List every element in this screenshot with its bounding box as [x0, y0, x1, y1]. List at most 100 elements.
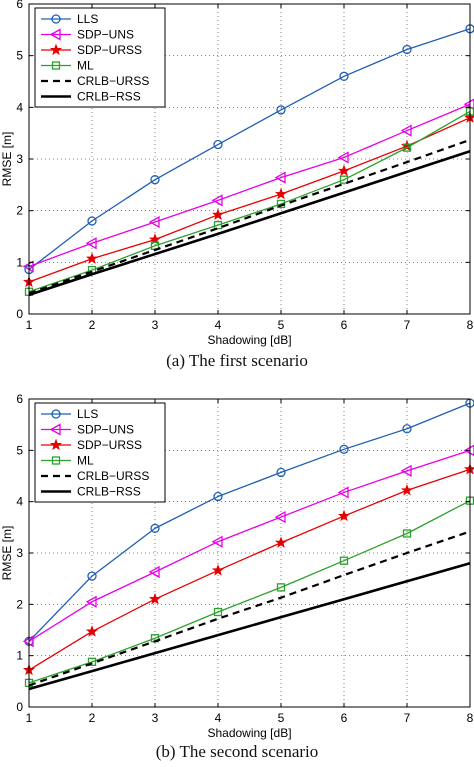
- legend-label-sdp-uns: SDP−UNS: [77, 28, 134, 42]
- legend-label-crlb-rss: CRLB−RSS: [77, 485, 141, 499]
- legend-marker-sdp-uns: [49, 28, 61, 41]
- data-point-sdp-urss: [211, 208, 225, 220]
- y-tick-label: 4: [16, 100, 23, 114]
- data-point-ml: [213, 607, 223, 617]
- data-point-sdp-urss: [274, 187, 288, 200]
- legend-marker-lls: [51, 14, 61, 24]
- series-line-ml: [28, 110, 471, 293]
- x-tick-label: 8: [467, 711, 474, 725]
- legend-label-sdp-urss: SDP−URSS: [77, 43, 142, 57]
- y-tick-label: 4: [16, 495, 23, 509]
- x-axis-label: Shadowing [dB]: [207, 726, 291, 740]
- x-axis-label: Shadowing [dB]: [207, 333, 291, 347]
- series-line-sdp-uns: [28, 449, 471, 642]
- data-point-lls: [276, 467, 286, 478]
- data-point-sdp-urss: [148, 592, 162, 605]
- x-tick-label: 2: [89, 711, 96, 725]
- legend-label-ml: ML: [77, 59, 94, 73]
- y-tick-label: 1: [16, 649, 23, 663]
- y-tick-label: 2: [16, 597, 23, 611]
- data-point-sdp-urss: [400, 484, 414, 496]
- data-point-sdp-uns: [337, 151, 349, 164]
- legend-box: [34, 7, 166, 108]
- series-line-sdp-urss: [28, 468, 471, 671]
- data-point-ml: [339, 175, 349, 184]
- data-point-sdp-uns: [85, 237, 97, 250]
- series-line-crlb-rss: [28, 150, 471, 297]
- legend-label-crlb-urss: CRLB−URSS: [77, 469, 149, 483]
- series-line-ml: [28, 500, 471, 684]
- legend-label-sdp-urss: SDP−URSS: [77, 438, 142, 452]
- data-point-lls: [213, 139, 223, 150]
- data-point-lls: [402, 44, 412, 55]
- data-point-sdp-urss: [85, 252, 99, 264]
- data-point-lls: [87, 216, 97, 226]
- y-tick-label: 0: [16, 307, 23, 321]
- x-tick-label: 1: [26, 711, 33, 725]
- legend-marker-ml: [51, 61, 61, 70]
- data-point-sdp-urss: [85, 625, 99, 637]
- data-point-sdp-uns: [400, 464, 412, 477]
- y-tick-label: 3: [16, 152, 23, 166]
- data-point-sdp-uns: [274, 510, 286, 524]
- data-point-sdp-uns: [148, 565, 160, 579]
- x-tick-label: 5: [278, 318, 285, 332]
- data-point-ml: [339, 556, 349, 565]
- caption-first-scenario: (a) The first scenario: [166, 351, 308, 370]
- data-point-lls: [213, 491, 223, 502]
- data-point-sdp-urss: [274, 536, 288, 548]
- legend-marker-ml: [51, 456, 61, 465]
- legend-box: [34, 402, 166, 503]
- data-point-sdp-uns: [337, 486, 349, 499]
- data-point-sdp-urss: [211, 564, 225, 576]
- data-point-ml: [402, 143, 412, 152]
- legend-marker-sdp-urss: [49, 438, 63, 451]
- data-point-ml: [213, 220, 223, 230]
- y-axis-label: RMSE [m]: [0, 132, 14, 187]
- series-line-crlb-urss: [28, 530, 471, 687]
- data-point-lls: [339, 444, 349, 454]
- x-tick-label: 7: [404, 711, 411, 725]
- y-tick-label: 5: [16, 49, 23, 63]
- data-point-ml: [87, 657, 97, 666]
- legend-label-crlb-rss: CRLB−RSS: [77, 90, 141, 104]
- series-line-crlb-rss: [28, 562, 471, 691]
- data-point-sdp-uns: [148, 215, 160, 229]
- x-tick-label: 4: [215, 318, 222, 332]
- x-tick-label: 6: [341, 711, 348, 725]
- legend-marker-sdp-urss: [49, 43, 63, 56]
- x-tick-label: 3: [152, 711, 159, 725]
- x-tick-label: 2: [89, 318, 96, 332]
- series-line-crlb-urss: [28, 138, 471, 295]
- legend-marker-sdp-uns: [49, 423, 61, 436]
- x-tick-label: 5: [278, 711, 285, 725]
- legend-label-lls: LLS: [77, 407, 98, 421]
- series-line-sdp-urss: [28, 117, 471, 283]
- data-point-lls: [150, 175, 160, 185]
- caption-second-scenario: (b) The second scenario: [155, 742, 319, 761]
- data-point-sdp-uns: [211, 194, 223, 207]
- data-point-ml: [276, 583, 286, 592]
- y-tick-label: 6: [16, 0, 23, 11]
- x-tick-label: 7: [404, 318, 411, 332]
- x-tick-label: 6: [341, 318, 348, 332]
- x-tick-label: 4: [215, 711, 222, 725]
- data-point-ml: [402, 529, 412, 538]
- y-tick-label: 0: [16, 700, 23, 714]
- data-point-sdp-uns: [85, 595, 97, 608]
- x-tick-label: 3: [152, 318, 159, 332]
- series-line-lls: [28, 402, 471, 642]
- data-point-lls: [339, 71, 349, 81]
- y-tick-label: 6: [16, 392, 23, 406]
- legend-label-sdp-uns: SDP−UNS: [77, 423, 134, 437]
- data-point-lls: [402, 424, 412, 434]
- legend-label-lls: LLS: [77, 12, 98, 26]
- data-point-sdp-uns: [274, 171, 286, 184]
- legend-marker-lls: [51, 409, 61, 419]
- data-point-sdp-uns: [211, 535, 223, 548]
